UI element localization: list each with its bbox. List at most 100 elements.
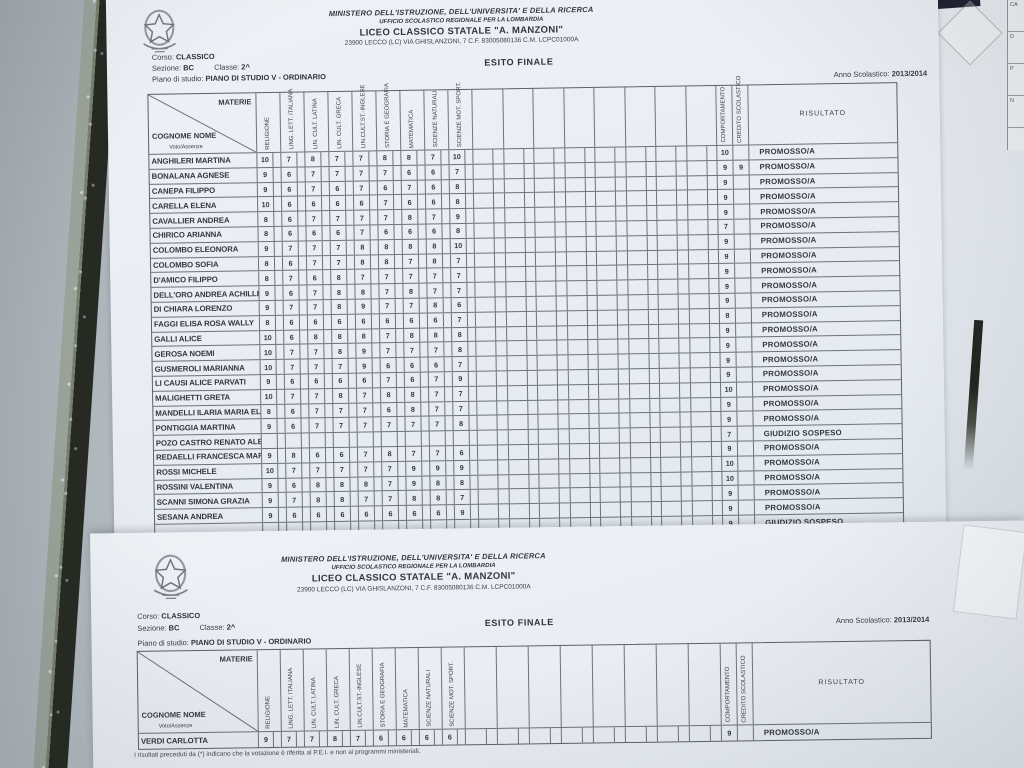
empty-cell: [597, 310, 619, 325]
empty-cell: [527, 415, 539, 430]
absence-cell: [446, 460, 455, 475]
grade-cell: 6: [356, 373, 373, 388]
empty-cell: [660, 427, 681, 442]
grade-cell: 9: [452, 371, 469, 386]
grade-cell: 6: [308, 374, 325, 389]
subject-header-cell: LIN.CULT.ST.-INGLESE: [352, 85, 378, 151]
student-name-cell: FAGGI ELISA ROSA WALLY: [151, 315, 261, 332]
absence-cell: [470, 490, 479, 505]
materie-label: MATERIE: [218, 97, 252, 107]
empty-cell: [689, 353, 711, 368]
grade-cell: 7: [285, 389, 302, 404]
empty-cell: [617, 265, 628, 280]
absence-cell: [274, 241, 283, 256]
empty-cell: [555, 207, 566, 222]
empty-cell: [681, 486, 693, 501]
grade-cell: 7: [283, 270, 300, 285]
subject-label: MATEMATICA: [403, 688, 410, 728]
student-name-cell: MANDELLI ILARIA MARIA ELI: [153, 404, 262, 421]
comportamento-cell: 9: [718, 204, 735, 219]
empty-cell: [598, 339, 619, 355]
piano-value: PIANO DI STUDIO V - ORDINARIO: [190, 636, 312, 648]
empty-cell: [497, 415, 509, 430]
empty-cell: [555, 251, 567, 266]
empty-cell: [707, 219, 719, 234]
grade-cell: 7: [330, 255, 348, 270]
absence-cell: [395, 284, 404, 299]
grade-cell: 7: [330, 240, 347, 255]
empty-cell: [475, 267, 496, 282]
voto-assenze-label: Voto/Assenze: [158, 723, 193, 730]
absence-cell: [445, 431, 454, 446]
empty-cell: [498, 504, 510, 519]
empty-cell: [615, 147, 626, 162]
absence-cell: [350, 477, 359, 492]
absence-cell: [372, 358, 381, 373]
empty-cell: [595, 162, 616, 177]
risultato-cell: PROMOSSO/A: [759, 191, 816, 202]
results-sheet-single-student: MINISTERO DELL'ISTRUZIONE, DELL'UNIVERSI…: [90, 520, 1024, 768]
absence-cell: [323, 285, 332, 300]
empty-subject-header-cell: [656, 644, 690, 726]
empty-cell: [495, 312, 507, 327]
absence-cell: [274, 256, 284, 271]
absence-cell: [370, 210, 379, 225]
grade-cell: 9: [262, 508, 280, 523]
student-name-cell: REDAELLI FRANCESCA MAR: [153, 449, 263, 465]
empty-cell: [527, 355, 538, 370]
empty-cell: [474, 223, 495, 238]
empty-cell: [629, 369, 650, 384]
absence-cell: [349, 447, 359, 462]
empty-cell: [627, 235, 648, 250]
student-name-cell: SCANNI SIMONA GRAZIA: [154, 493, 263, 509]
empty-cell: [568, 369, 589, 385]
subject-header-cell: STORIA E GEOGRAFIA: [376, 83, 402, 151]
empty-cell: [586, 281, 598, 296]
risultato-cell: PROMOSSO/A: [764, 501, 821, 512]
student-name-cell: D'AMICO FILIPPO: [151, 271, 260, 288]
student-name-cell: VERDI CARLOTTA: [138, 732, 260, 749]
absence-cell: [275, 285, 284, 300]
behavior-credit-header-cell: CREDITO SCOLASTICO: [732, 75, 750, 145]
comportamento-cell: 9: [719, 293, 736, 308]
risultato-cell: PROMOSSO/A: [760, 250, 817, 261]
corso-line: Corso: CLASSICO: [137, 611, 200, 621]
grade-cell: 6: [331, 314, 349, 329]
absence-cell: [325, 447, 335, 462]
empty-cell: [536, 296, 557, 311]
comportamento-cell: 9: [717, 190, 735, 205]
grade-cell: 7: [308, 344, 325, 359]
absence-cell: [373, 417, 382, 432]
absence-cell: [348, 373, 357, 388]
empty-cell: [692, 501, 713, 516]
grade-cell: 6: [378, 225, 395, 240]
empty-cell: [660, 442, 682, 457]
empty-cell: [554, 163, 566, 178]
empty-cell: [557, 325, 568, 340]
empty-cell: [657, 250, 679, 265]
risultato-cell: PROMOSSO/A: [760, 235, 817, 246]
absence-cell: [301, 418, 310, 433]
empty-cell: [620, 502, 632, 517]
empty-cell: [676, 146, 687, 161]
grade-cell: 8: [452, 327, 469, 342]
empty-cell: [587, 325, 599, 340]
empty-cell: [564, 162, 586, 177]
risultato-cell: PROMOSSO/A: [759, 146, 816, 157]
absence-cell: [465, 194, 475, 209]
empty-cell: [647, 280, 659, 295]
absence-cell: [470, 475, 479, 490]
empty-cell: [620, 487, 632, 502]
subject-label: LIN. CULT. LATINA: [311, 677, 318, 729]
absence-cell: [347, 314, 357, 329]
empty-cell: [618, 354, 630, 369]
student-name-cell: GUSMEROLI MARIANNA: [152, 360, 261, 376]
empty-cell: [678, 309, 690, 324]
empty-cell: [584, 147, 596, 162]
absence-cell: [325, 403, 334, 418]
classe-value: 2^: [226, 622, 236, 632]
empty-cell: [631, 502, 652, 517]
empty-subject-header-cell: [688, 643, 722, 726]
grade-cell: 8: [404, 387, 422, 402]
empty-cell: [625, 147, 646, 162]
